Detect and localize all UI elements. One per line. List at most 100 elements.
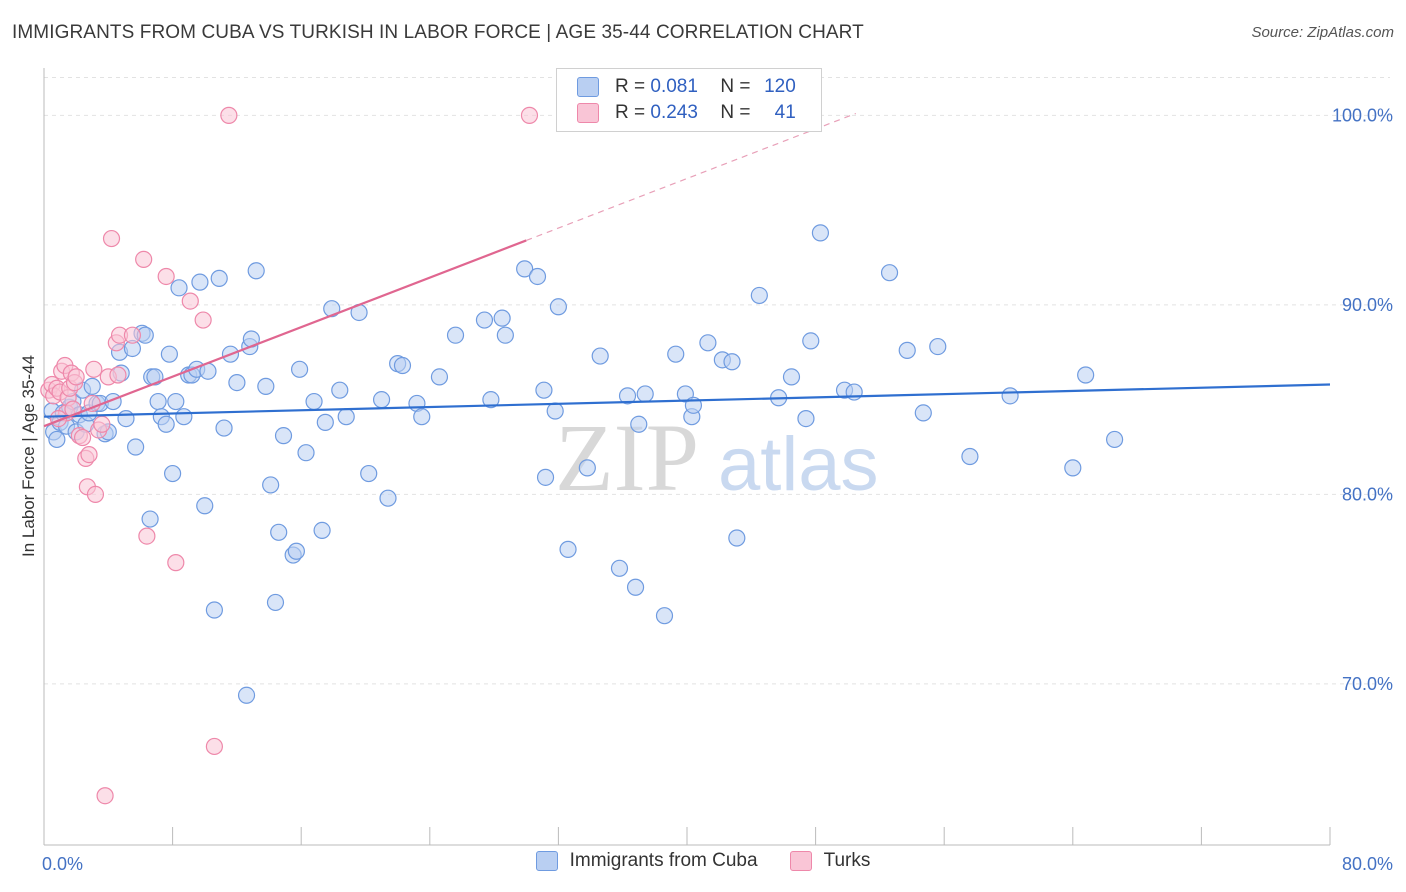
point-cuba — [274, 427, 293, 445]
x-tick-label: 80.0% — [1342, 854, 1393, 874]
point-turks — [220, 106, 238, 124]
point-turks — [167, 554, 185, 572]
point-turks — [80, 446, 98, 464]
watermark: ZIP atlas — [555, 404, 879, 511]
point-cuba — [880, 264, 899, 282]
point-cuba — [191, 273, 209, 291]
tick-labels: 70.0% 80.0% 90.0% 100.0% 0.0% 80.0% In Labor F… — [19, 105, 1393, 874]
point-cuba — [305, 392, 323, 411]
point-cuba — [750, 286, 768, 305]
point-cuba — [266, 593, 285, 612]
point-cuba — [549, 298, 568, 316]
point-cuba — [1077, 366, 1095, 384]
legend-item-cuba[interactable]: Immigrants from Cuba — [535, 850, 758, 872]
point-cuba — [516, 260, 534, 278]
point-cuba — [898, 341, 916, 359]
point-cuba — [228, 373, 246, 392]
point-cuba — [393, 356, 412, 375]
point-cuba — [845, 383, 863, 401]
point-cuba — [655, 607, 674, 625]
point-turks — [520, 106, 539, 124]
point-cuba — [149, 392, 167, 411]
point-cuba — [337, 408, 355, 426]
point-cuba — [528, 267, 547, 286]
point-cuba — [699, 334, 717, 352]
point-turks — [96, 787, 114, 805]
point-cuba — [496, 326, 514, 344]
point-cuba — [413, 408, 431, 426]
legend-n-label: N = — [720, 76, 751, 97]
axes — [43, 68, 1331, 846]
point-cuba — [636, 385, 654, 403]
legend-swatch-cuba — [535, 851, 558, 871]
point-cuba — [167, 392, 185, 411]
legend-n-value: 120 — [764, 76, 796, 97]
point-cuba — [290, 360, 309, 378]
y-tick-label: 100.0% — [1332, 105, 1393, 125]
legend-r-label: R = — [615, 102, 646, 123]
point-cuba — [196, 497, 214, 515]
legend-item-turks[interactable]: Turks — [789, 850, 870, 872]
point-cuba — [210, 269, 228, 287]
point-turks — [67, 368, 85, 386]
legend-r-value: 0.243 — [650, 102, 698, 123]
point-cuba — [141, 510, 159, 528]
point-cuba — [914, 404, 932, 422]
series-legend: Immigrants from Cuba Turks — [0, 850, 1406, 872]
point-cuba — [270, 523, 288, 541]
y-tick-label: 80.0% — [1342, 484, 1393, 504]
point-cuba — [482, 391, 500, 409]
point-cuba — [331, 381, 349, 399]
point-cuba — [1105, 430, 1124, 449]
trend-line-turks — [43, 239, 527, 428]
point-cuba — [257, 377, 275, 395]
grid-lines — [44, 76, 1390, 685]
point-cuba — [723, 353, 741, 371]
legend-row-turks: R = 0.243 N = 41 — [577, 101, 796, 125]
point-cuba — [929, 337, 947, 356]
point-cuba — [1064, 459, 1082, 477]
watermark-atlas: atlas — [718, 422, 879, 507]
chart-title: IMMIGRANTS FROM CUBA VS TURKISH IN LABOR… — [12, 22, 864, 43]
legend-n-value: 41 — [774, 102, 796, 123]
legend-swatch-turks — [577, 103, 599, 123]
point-turks — [181, 292, 199, 310]
point-cuba — [379, 489, 397, 507]
point-cuba — [1001, 387, 1019, 405]
legend-n-label: N = — [720, 102, 751, 123]
point-cuba — [475, 311, 494, 329]
point-cuba — [205, 601, 223, 619]
point-turks — [135, 250, 153, 269]
point-cuba — [247, 262, 265, 280]
trend-lines — [43, 112, 1331, 428]
data-points — [40, 106, 1124, 805]
point-cuba — [430, 368, 449, 386]
point-cuba — [262, 476, 280, 494]
correlation-legend: R = 0.081 N = 120 R = 0.243 N = 41 — [556, 68, 822, 132]
point-turks — [205, 737, 223, 756]
legend-label-cuba: Immigrants from Cuba — [569, 850, 758, 871]
point-cuba — [797, 409, 815, 428]
legend-row-cuba: R = 0.081 N = 120 — [577, 75, 796, 99]
point-turks — [123, 326, 142, 344]
point-cuba — [287, 542, 305, 560]
point-cuba — [164, 464, 182, 483]
trend-line-cuba — [43, 383, 1331, 418]
legend-r-label: R = — [615, 76, 646, 97]
point-turks — [109, 366, 127, 384]
point-cuba — [237, 686, 256, 704]
point-cuba — [160, 345, 178, 363]
point-turks — [93, 415, 111, 433]
point-cuba — [117, 409, 135, 428]
point-cuba — [297, 444, 315, 462]
point-cuba — [170, 279, 188, 297]
point-turks — [194, 311, 212, 329]
point-cuba — [536, 468, 555, 486]
point-cuba — [610, 559, 629, 577]
point-turks — [85, 360, 103, 378]
point-cuba — [811, 224, 830, 242]
point-cuba — [535, 381, 553, 399]
point-turks — [138, 527, 156, 545]
point-cuba — [782, 368, 801, 386]
